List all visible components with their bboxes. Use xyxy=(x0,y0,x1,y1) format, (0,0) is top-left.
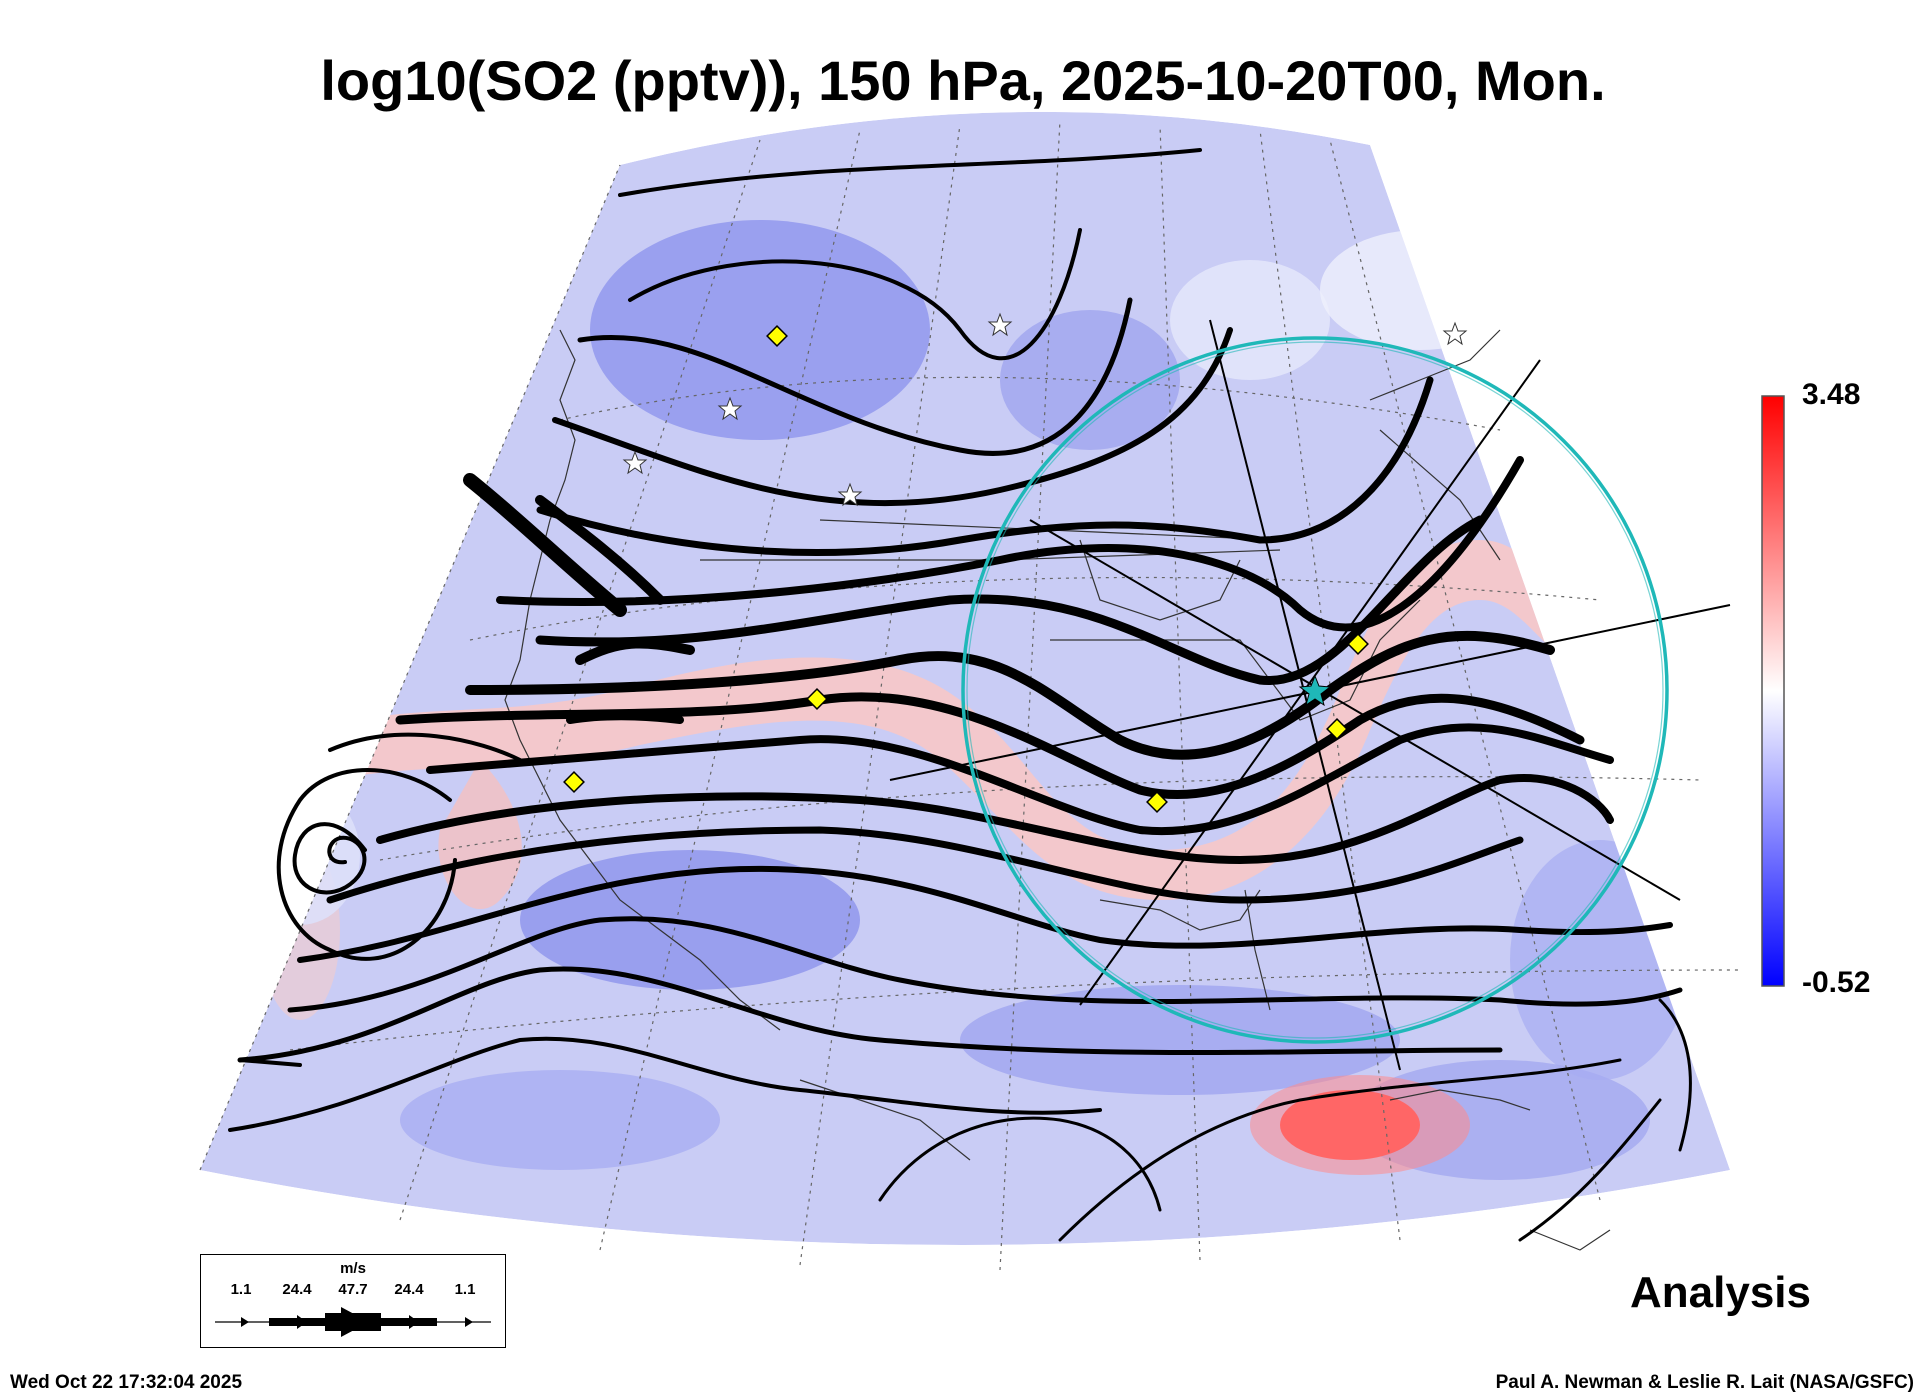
wind-key-value-5: 1.1 xyxy=(454,1281,476,1298)
station-diamond-2 xyxy=(806,688,828,710)
station-diamond-1 xyxy=(766,325,788,347)
wind-key-value-3: 47.7 xyxy=(338,1281,368,1298)
cross-section-lines xyxy=(889,319,1731,1071)
white-star-4 xyxy=(987,312,1013,337)
timestamp: Wed Oct 22 17:32:04 2025 xyxy=(10,1372,243,1393)
station-markers xyxy=(563,325,1369,813)
wind-streamlines xyxy=(228,148,1692,1242)
colorbar-min-label: -0.52 xyxy=(1802,966,1871,999)
station-diamond-5 xyxy=(1347,633,1369,655)
range-ring xyxy=(961,336,1669,1044)
panel-label: Analysis xyxy=(1630,1268,1811,1317)
wind-key-value-2: 24.4 xyxy=(282,1281,312,1298)
station-diamond-4 xyxy=(1146,791,1168,813)
wind-speed-key: m/s 1.1 24.4 47.7 24.4 1.1 xyxy=(200,1254,506,1348)
so2-field xyxy=(200,111,1730,1246)
colorbar xyxy=(1761,395,1785,987)
map-title: log10(SO2 (pptv)), 150 hPa, 2025-10-20T0… xyxy=(320,49,1606,112)
wind-key-unit: m/s xyxy=(340,1260,366,1277)
station-diamond-6 xyxy=(1326,718,1348,740)
center-star-marker xyxy=(1298,674,1332,707)
wind-key-value-4: 24.4 xyxy=(394,1281,424,1298)
coastlines xyxy=(504,329,1611,1251)
credit: Paul A. Newman & Leslie R. Lait (NASA/GS… xyxy=(1495,1372,1914,1393)
colorbar-max-label: 3.48 xyxy=(1802,378,1861,411)
white-star-1 xyxy=(717,396,743,421)
range-ring-inner xyxy=(966,341,1664,1039)
white-star-3 xyxy=(837,482,863,507)
wind-key-value-1: 1.1 xyxy=(230,1281,252,1298)
white-star-2 xyxy=(622,450,648,475)
wind-key-arrows xyxy=(215,1307,491,1337)
station-diamond-3 xyxy=(563,771,585,793)
graticule xyxy=(199,119,1741,1271)
white-star-markers xyxy=(622,312,1468,507)
white-star-5 xyxy=(1442,321,1468,346)
